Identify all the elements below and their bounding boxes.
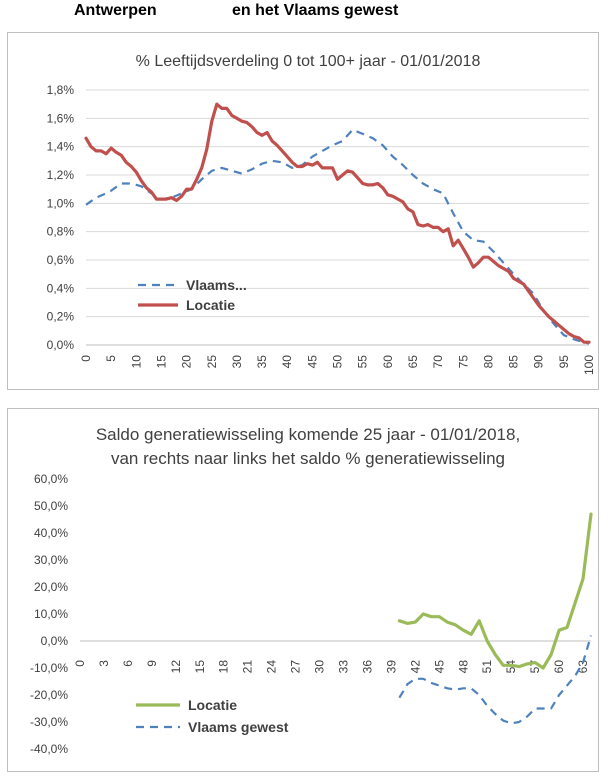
generation-balance-chart: Saldo generatiewisseling komende 25 jaar… [30, 425, 593, 756]
x-tick-label: 0 [73, 660, 87, 667]
x-tick-label: 15 [193, 660, 207, 674]
series-line-locatie [397, 512, 593, 670]
series-line-vlaams-gewest [398, 635, 593, 725]
chart-subtitle: van rechts naar links het saldo % genera… [111, 449, 505, 468]
y-tick-label: 50,0% [34, 499, 68, 513]
y-tick-label: 1,4% [47, 140, 75, 154]
y-tick-label: 30,0% [34, 553, 68, 567]
x-tick-label: 65 [406, 355, 420, 369]
y-tick-label: 1,6% [47, 111, 75, 125]
y-tick-label: -40,0% [30, 742, 68, 756]
y-tick-label: 60,0% [34, 472, 68, 486]
chart-title: Saldo generatiewisseling komende 25 jaar… [96, 425, 520, 444]
y-tick-label: 0,6% [47, 253, 75, 267]
x-tick-label: 95 [557, 355, 571, 369]
y-tick-label: 1,2% [47, 168, 75, 182]
x-tick-label: 40 [280, 355, 294, 369]
y-tick-label: 0,0% [47, 338, 75, 352]
y-tick-label: 20,0% [34, 580, 68, 594]
age-distribution-chart: % Leeftijdsverdeling 0 tot 100+ jaar - 0… [47, 53, 596, 375]
x-tick-label: 48 [456, 660, 470, 674]
header-region-name: Antwerpen [74, 2, 157, 19]
series-line-locatie [84, 102, 591, 344]
header-region-comparison: en het Vlaams gewest [232, 2, 399, 19]
y-tick-label: 10,0% [34, 607, 68, 621]
x-tick-label: 15 [154, 355, 168, 369]
x-tick-label: 0 [79, 355, 93, 362]
x-tick-label: 70 [431, 355, 445, 369]
legend-label: Vlaams... [186, 277, 247, 293]
y-tick-label: 1,0% [47, 196, 75, 210]
x-tick-label: 55 [356, 355, 370, 369]
x-tick-label: 36 [360, 660, 374, 674]
x-tick-label: 90 [532, 355, 546, 369]
y-tick-label: -20,0% [30, 688, 68, 702]
y-tick-label: 0,4% [47, 281, 75, 295]
legend-label: Locatie [188, 697, 237, 713]
x-tick-label: 18 [217, 660, 231, 674]
x-tick-label: 80 [481, 355, 495, 369]
y-tick-label: 0,8% [47, 225, 75, 239]
age-distribution-chart-panel: % Leeftijdsverdeling 0 tot 100+ jaar - 0… [7, 32, 599, 390]
x-tick-label: 3 [97, 660, 111, 667]
x-tick-label: 42 [408, 660, 422, 674]
x-tick-label: 6 [121, 660, 135, 667]
y-tick-label: 1,8% [47, 83, 75, 97]
x-tick-label: 51 [480, 660, 494, 674]
y-tick-label: 0,2% [47, 310, 75, 324]
chart-title: % Leeftijdsverdeling 0 tot 100+ jaar - 0… [136, 53, 481, 70]
x-tick-label: 10 [129, 355, 143, 369]
y-tick-label: 0,0% [41, 634, 69, 648]
x-tick-label: 45 [305, 355, 319, 369]
x-tick-label: 9 [145, 660, 159, 667]
y-tick-label: 40,0% [34, 526, 68, 540]
x-tick-label: 50 [331, 355, 345, 369]
x-tick-label: 5 [104, 355, 118, 362]
legend-label: Vlaams gewest [188, 719, 289, 735]
generation-balance-chart-panel: Saldo generatiewisseling komende 25 jaar… [7, 408, 599, 772]
x-tick-label: 27 [289, 660, 303, 674]
x-tick-label: 12 [169, 660, 183, 674]
y-tick-label: -10,0% [30, 661, 68, 675]
x-tick-label: 33 [336, 660, 350, 674]
x-tick-label: 35 [255, 355, 269, 369]
x-tick-label: 30 [313, 660, 327, 674]
x-tick-label: 21 [241, 660, 255, 674]
legend-label: Locatie [186, 297, 235, 313]
x-tick-label: 60 [552, 660, 566, 674]
x-tick-label: 60 [381, 355, 395, 369]
series-line-vlaams [85, 128, 590, 345]
page-header: Antwerpen en het Vlaams gewest [0, 0, 611, 26]
x-tick-label: 45 [432, 660, 446, 674]
x-tick-label: 25 [205, 355, 219, 369]
x-tick-label: 100 [582, 355, 596, 375]
x-tick-label: 24 [265, 660, 279, 674]
y-tick-label: -30,0% [30, 715, 68, 729]
x-tick-label: 85 [507, 355, 521, 369]
x-tick-label: 30 [230, 355, 244, 369]
x-tick-label: 39 [384, 660, 398, 674]
x-tick-label: 75 [456, 355, 470, 369]
x-tick-label: 20 [180, 355, 194, 369]
